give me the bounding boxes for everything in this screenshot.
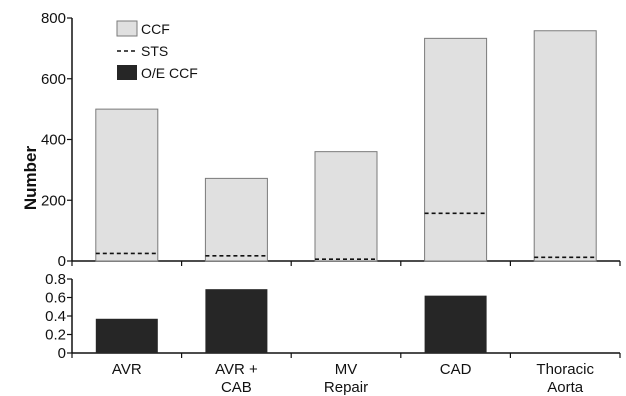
top-y-tick-label: 600 bbox=[41, 71, 66, 88]
x-tick-label: AVR bbox=[112, 361, 142, 378]
top-y-tick-label: 0 bbox=[58, 253, 66, 270]
ccf-bar bbox=[315, 152, 377, 261]
ccf-bar bbox=[425, 38, 487, 261]
x-tick-label: CAD bbox=[440, 361, 472, 378]
ccf-bar bbox=[205, 178, 267, 261]
ccf-bar bbox=[534, 31, 596, 261]
legend-swatch bbox=[117, 21, 137, 36]
oe-ccf-bar bbox=[425, 296, 487, 353]
top-y-tick-label: 400 bbox=[41, 132, 66, 149]
legend: CCF STS O/E CCF bbox=[117, 21, 198, 81]
bottom-y-tick-label: 0.4 bbox=[45, 308, 66, 325]
legend-swatch bbox=[117, 65, 137, 80]
bottom-panel: 00.2 0.40.6 0.8 bbox=[45, 271, 620, 362]
top-y-tick-label: 800 bbox=[41, 10, 66, 27]
top-panel: 0 200 400 600 800 bbox=[41, 10, 620, 270]
top-y-tick-label: 200 bbox=[41, 192, 66, 209]
bottom-y-tick-label: 0.2 bbox=[45, 327, 66, 344]
bottom-y-tick-label: 0 bbox=[58, 345, 66, 362]
legend-label: STS bbox=[141, 43, 168, 59]
x-tick-label: MV bbox=[335, 361, 358, 378]
x-tick-label: AVR + bbox=[215, 361, 258, 378]
bottom-y-tick-label: 0.8 bbox=[45, 271, 66, 288]
y-axis-label: Number bbox=[21, 146, 40, 211]
legend-label: CCF bbox=[141, 21, 170, 37]
x-tick-label: CAB bbox=[221, 379, 252, 396]
oe-ccf-bar bbox=[96, 319, 158, 353]
x-tick-label: Thoracic bbox=[536, 361, 594, 378]
x-tick-label: Aorta bbox=[547, 379, 584, 396]
bottom-y-tick-label: 0.6 bbox=[45, 290, 66, 307]
oe-ccf-bar bbox=[205, 289, 267, 353]
legend-label: O/E CCF bbox=[141, 65, 198, 81]
ccf-bar bbox=[96, 109, 158, 261]
x-tick-label: Repair bbox=[324, 379, 368, 396]
